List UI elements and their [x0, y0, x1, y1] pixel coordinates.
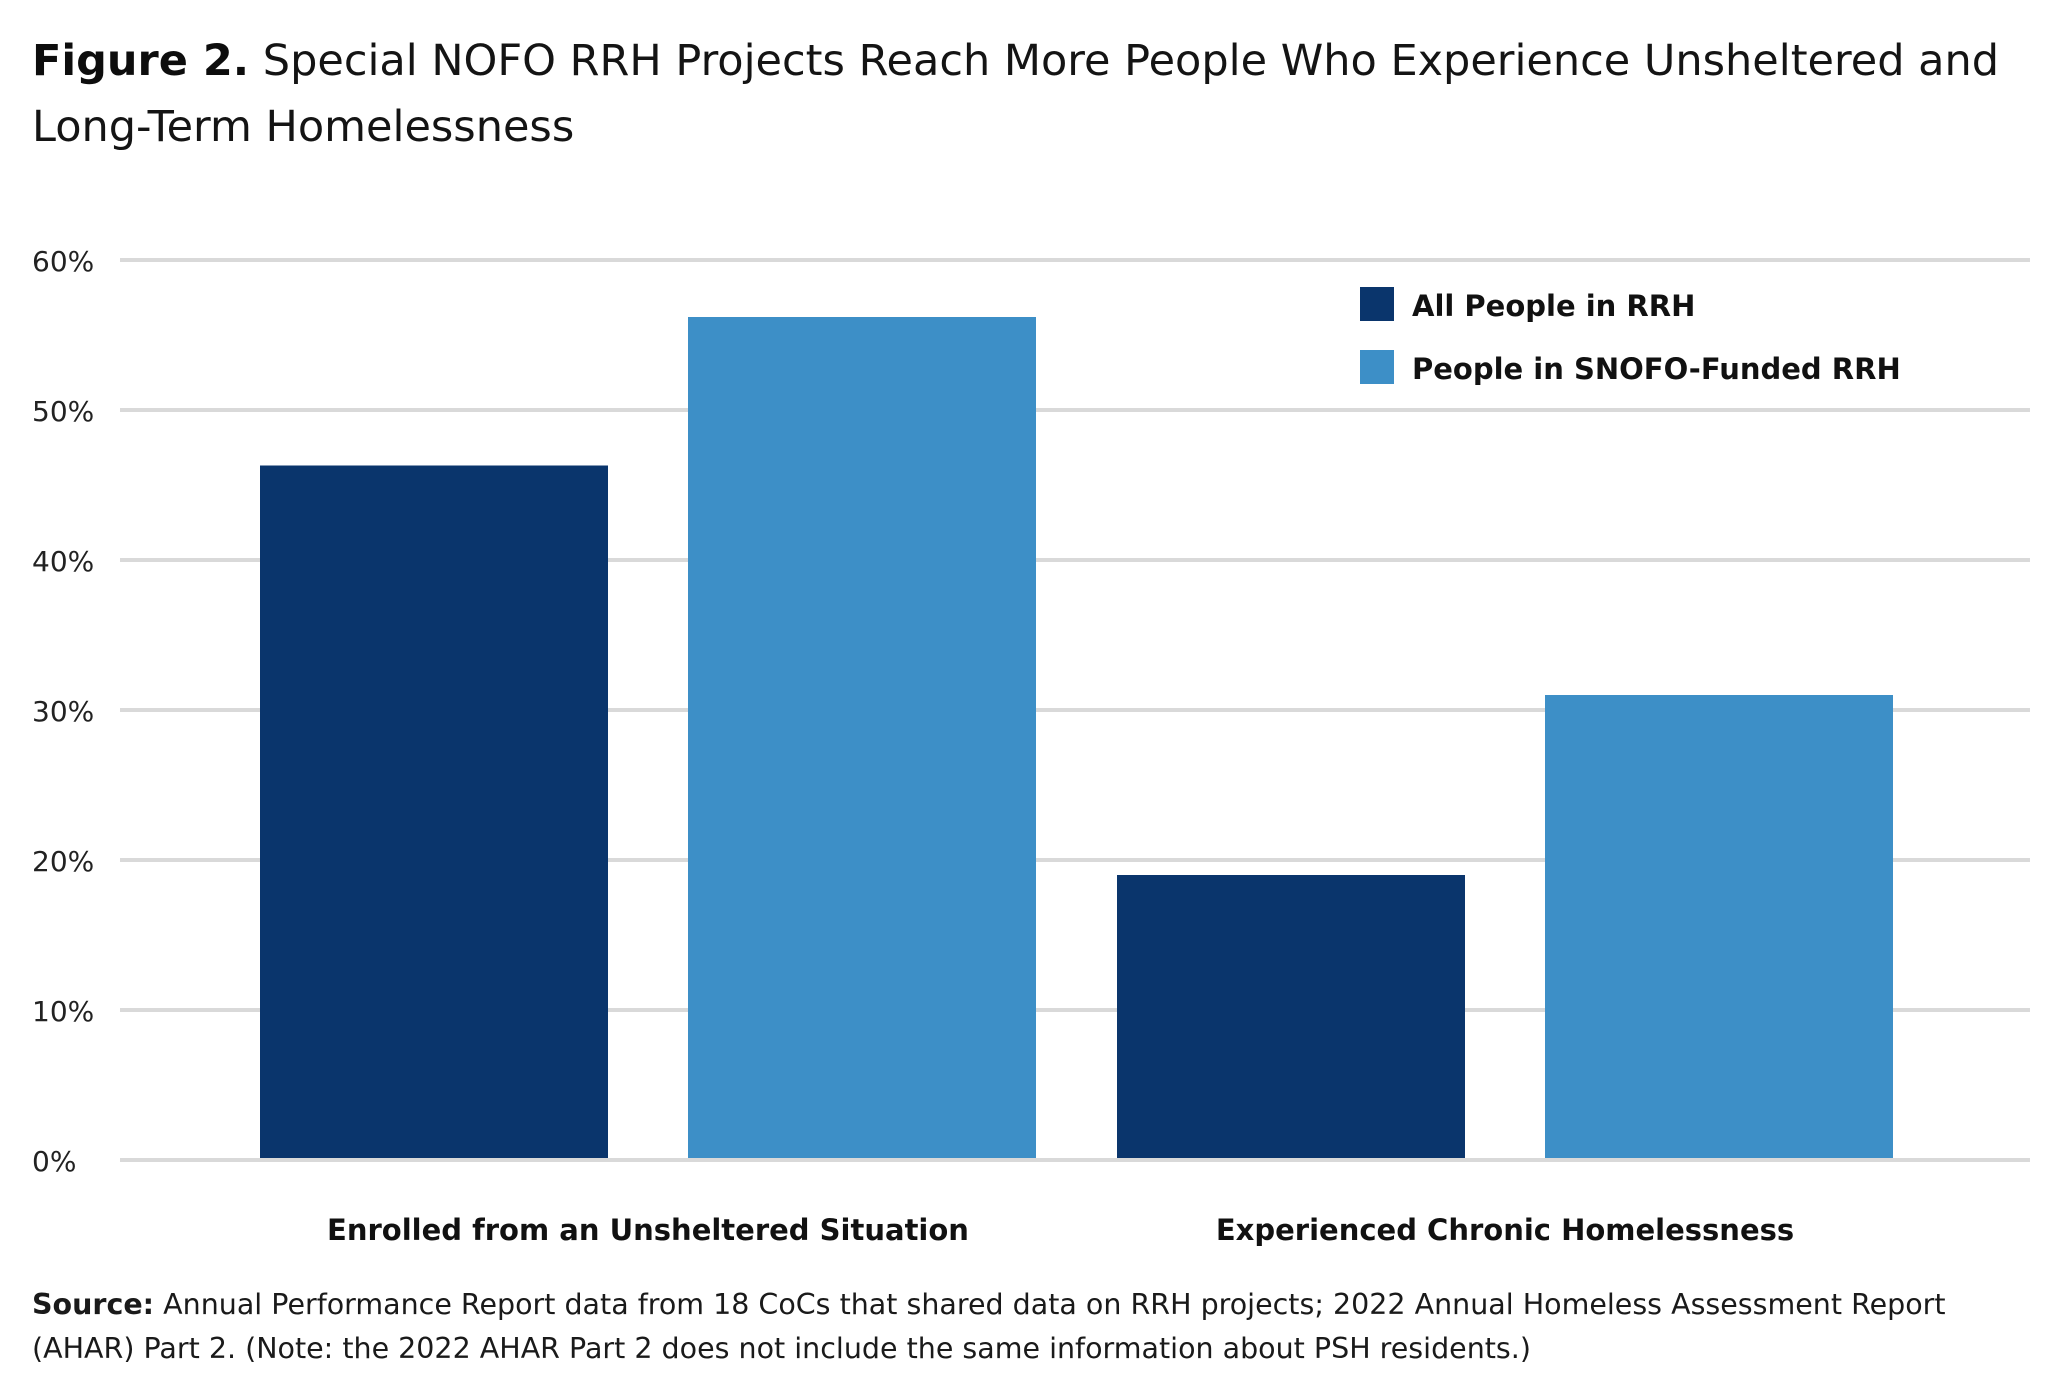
y-axis-tick-labels: 0% 10% 20% 30% 40% 50% 60%	[32, 245, 94, 1178]
legend-swatch	[1360, 287, 1394, 321]
figure-title-lead: Figure 2.	[32, 36, 250, 86]
y-tick-label: 50%	[32, 395, 94, 428]
bar-snofo-unsheltered	[688, 317, 1036, 1158]
figure-title: Figure 2. Special NOFO RRH Projects Reac…	[32, 28, 2022, 160]
bar-all-people-unsheltered	[260, 465, 608, 1158]
legend-label: People in SNOFO-Funded RRH	[1412, 352, 1901, 386]
y-tick-label: 0%	[32, 1145, 76, 1178]
legend: All People in RRH People in SNOFO-Funded …	[1360, 287, 1901, 386]
x-category-label: Experienced Chronic Homelessness	[1216, 1213, 1794, 1247]
source-text: Annual Performance Report data from 18 C…	[32, 1288, 1946, 1365]
y-tick-label: 20%	[32, 845, 94, 878]
y-tick-label: 30%	[32, 695, 94, 728]
y-tick-label: 10%	[32, 995, 94, 1028]
x-axis-category-labels: Enrolled from an Unsheltered Situation Ex…	[327, 1213, 1794, 1247]
bar-all-people-chronic	[1117, 875, 1465, 1158]
source-lead: Source:	[32, 1288, 155, 1321]
figure-title-text: Special NOFO RRH Projects Reach More Peo…	[32, 36, 2000, 152]
bars	[260, 317, 1893, 1158]
x-category-label: Enrolled from an Unsheltered Situation	[327, 1213, 969, 1247]
legend-label: All People in RRH	[1412, 289, 1695, 323]
bar-snofo-chronic	[1545, 695, 1893, 1158]
source-note: Source: Annual Performance Report data f…	[32, 1283, 2022, 1371]
y-tick-label: 40%	[32, 545, 94, 578]
y-tick-label: 60%	[32, 245, 94, 278]
legend-swatch	[1360, 350, 1394, 384]
